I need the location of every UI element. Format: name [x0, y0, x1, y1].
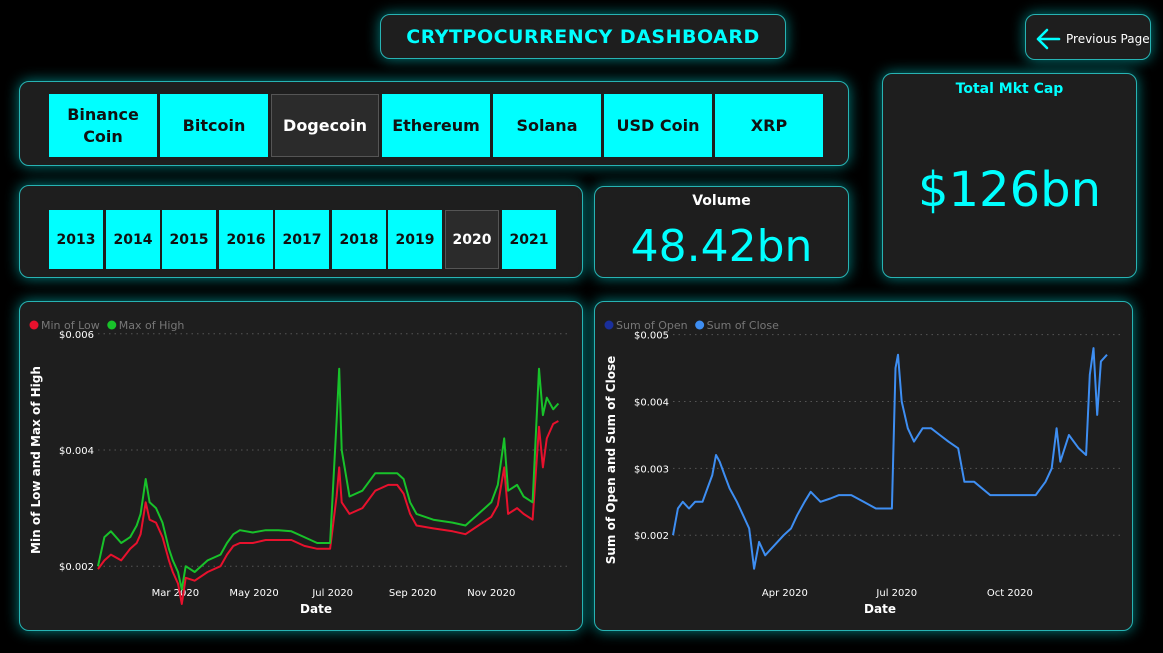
series-line-1 [97, 367, 560, 591]
y-tick-label: $0.006 [59, 330, 94, 341]
arrow-left-icon [1036, 28, 1061, 50]
year-button-2020[interactable]: 2020 [445, 210, 499, 269]
volume-label: Volume [692, 193, 751, 209]
year-button-2017[interactable]: 2017 [275, 210, 329, 269]
open-close-line-chart[interactable]: Sum of Open Sum of Close $0.002 $0.003 $0.00… [595, 302, 1132, 630]
x-axis-title: Date [864, 602, 896, 616]
x-tick-label: Sep 2020 [389, 588, 436, 599]
open-close-chart-panel: Sum of Open Sum of Close $0.002 $0.003 $0.00… [594, 301, 1133, 631]
market-cap-card: Total Mkt Cap $126bn [882, 73, 1137, 278]
y-tick-label: $0.004 [59, 446, 94, 457]
market-cap-label: Total Mkt Cap [955, 81, 1064, 97]
y-tick-label: $0.002 [59, 562, 94, 573]
y-axis-title: Min of Low and Max of High [29, 366, 43, 554]
y-tick-label: $0.003 [634, 464, 669, 475]
legend-label-1: Max of High [119, 319, 185, 332]
legend-label-0: Min of Low [41, 319, 100, 332]
page-title: CRYTPOCURRENCY DASHBOARD [406, 26, 760, 48]
x-tick-label: Jul 2020 [311, 588, 353, 599]
coin-button-xrp[interactable]: XRP [715, 94, 823, 157]
legend-marker-0 [604, 320, 614, 330]
series-line-1 [672, 347, 1108, 570]
y-tick-label: $0.002 [634, 531, 669, 542]
year-button-2019[interactable]: 2019 [388, 210, 442, 269]
coin-button-usd-coin[interactable]: USD Coin [604, 94, 712, 157]
legend-marker-1 [695, 320, 705, 330]
coin-button-solana[interactable]: Solana [493, 94, 601, 157]
x-tick-label: Mar 2020 [152, 588, 200, 599]
year-button-2016[interactable]: 2016 [219, 210, 273, 269]
year-button-2013[interactable]: 2013 [49, 210, 103, 269]
dashboard-title-box: CRYTPOCURRENCY DASHBOARD [380, 14, 786, 59]
year-button-2014[interactable]: 2014 [106, 210, 160, 269]
coin-button-bitcoin[interactable]: Bitcoin [160, 94, 268, 157]
series-line-0 [97, 420, 559, 605]
previous-page-button[interactable]: Previous Page [1025, 14, 1151, 60]
x-tick-label: Apr 2020 [762, 588, 808, 599]
volume-value: 48.42bn [630, 221, 813, 272]
volume-card: Volume 48.42bn [594, 186, 849, 278]
coin-slicer: Binance Coin Bitcoin Dogecoin Ethereum S… [19, 81, 849, 166]
x-tick-label: Oct 2020 [987, 588, 1033, 599]
y-axis-title: Sum of Open and Sum of Close [604, 356, 618, 565]
market-cap-value: $126bn [917, 162, 1102, 218]
year-button-2015[interactable]: 2015 [162, 210, 216, 269]
legend-marker-0 [29, 320, 39, 330]
y-tick-label: $0.004 [634, 398, 669, 409]
year-slicer: 2013 2014 2015 2016 2017 2018 2019 2020 … [19, 185, 583, 278]
low-high-line-chart[interactable]: Min of Low Max of High $0.002 $0.004 $0.006 M… [20, 302, 582, 630]
y-tick-label: $0.005 [634, 331, 669, 342]
year-button-2018[interactable]: 2018 [332, 210, 386, 269]
x-tick-label: Jul 2020 [875, 588, 917, 599]
legend-label-0: Sum of Open [616, 319, 688, 332]
x-tick-label: May 2020 [229, 588, 278, 599]
legend-marker-1 [107, 320, 117, 330]
coin-button-dogecoin[interactable]: Dogecoin [271, 94, 379, 157]
legend-label-1: Sum of Close [707, 319, 779, 332]
x-tick-label: Nov 2020 [467, 588, 515, 599]
low-high-chart-panel: Min of Low Max of High $0.002 $0.004 $0.006 M… [19, 301, 583, 631]
x-axis-title: Date [300, 602, 332, 616]
coin-button-binance-coin[interactable]: Binance Coin [49, 94, 157, 157]
year-button-2021[interactable]: 2021 [502, 210, 556, 269]
coin-button-ethereum[interactable]: Ethereum [382, 94, 490, 157]
previous-page-label: Previous Page [1066, 32, 1150, 46]
